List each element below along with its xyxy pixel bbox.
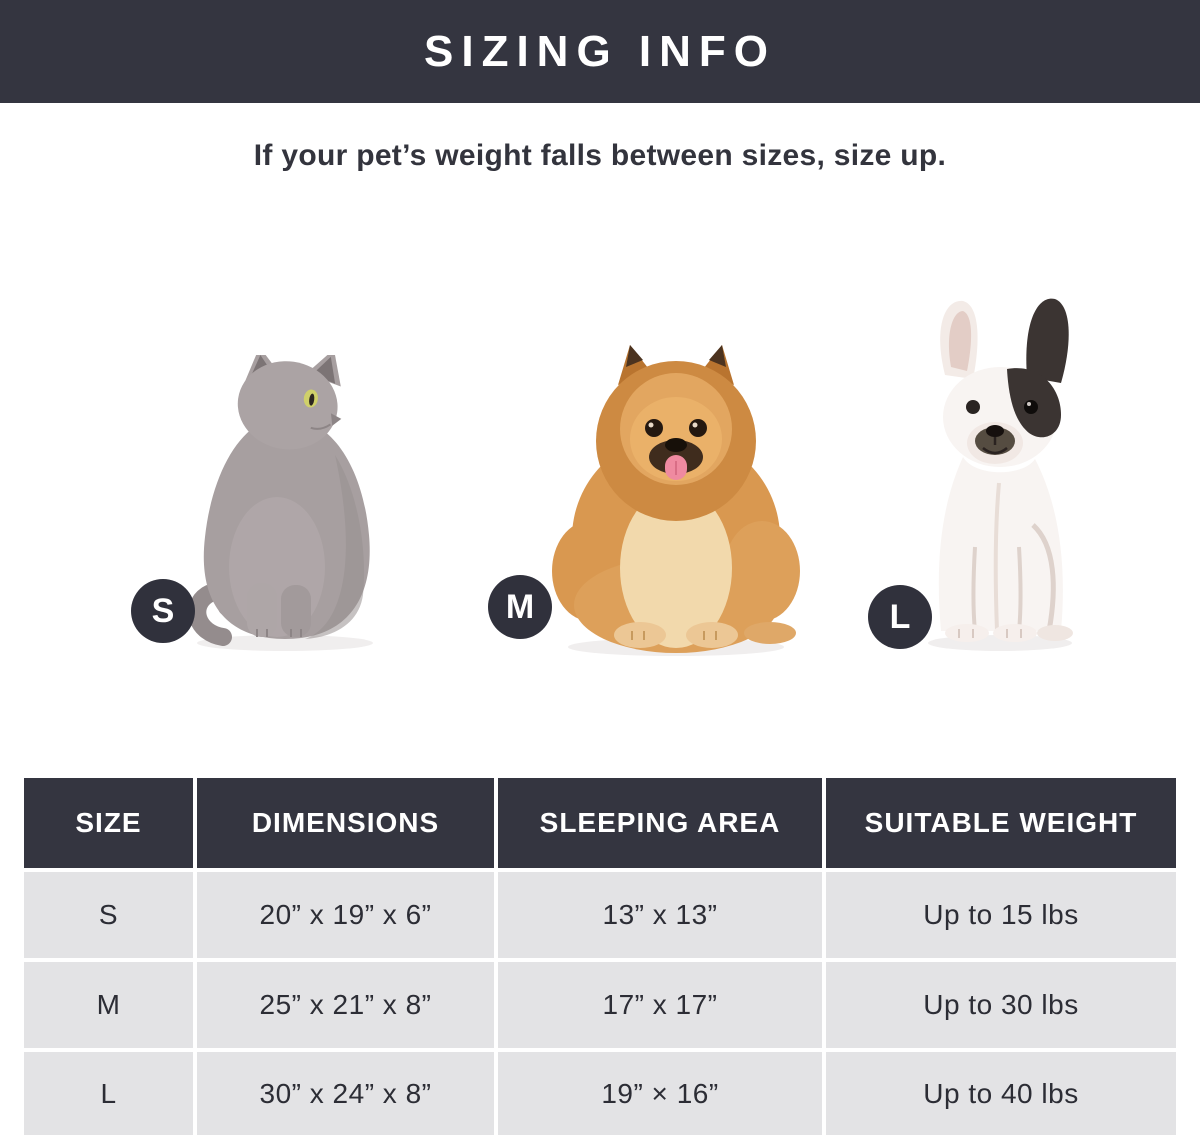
pomeranian-illustration — [552, 345, 800, 656]
cell-l-sleeping-area: 19” × 16” — [498, 1052, 822, 1135]
cell-s-size: S — [24, 872, 193, 958]
column-header-size: SIZE — [24, 778, 193, 868]
column-header-sleeping-area: SLEEPING AREA — [498, 778, 822, 868]
cat-image — [185, 355, 380, 653]
column-header-dimensions: DIMENSIONS — [197, 778, 494, 868]
cell-m-suitable-weight: Up to 30 lbs — [826, 962, 1176, 1048]
sizing-subtitle: If your pet’s weight falls between sizes… — [253, 139, 947, 172]
cell-s-sleeping-area: 13” x 13” — [498, 872, 822, 958]
cell-m-size: M — [24, 962, 193, 1048]
page-title: SIZING INFO — [424, 26, 776, 76]
cell-l-suitable-weight: Up to 40 lbs — [826, 1052, 1176, 1135]
size-table: SIZE DIMENSIONS SLEEPING AREA SUITABLE W… — [24, 778, 1176, 1135]
pomeranian-image — [548, 333, 803, 658]
size-badge-l: L — [868, 585, 932, 649]
size-badge-s: S — [131, 579, 195, 643]
cell-s-dimensions: 20” x 19” x 6” — [197, 872, 494, 958]
bulldog-image — [915, 295, 1085, 655]
cell-m-sleeping-area: 17” x 17” — [498, 962, 822, 1048]
column-header-suitable-weight: SUITABLE WEIGHT — [826, 778, 1176, 868]
cell-l-dimensions: 30” x 24” x 8” — [197, 1052, 494, 1135]
bulldog-illustration — [928, 298, 1073, 651]
cell-s-suitable-weight: Up to 15 lbs — [826, 872, 1176, 958]
header-bar: SIZING INFO — [0, 0, 1200, 103]
size-badge-m: M — [488, 575, 552, 639]
hero-section: If your pet’s weight falls between sizes… — [0, 103, 1200, 778]
cell-l-size: L — [24, 1052, 193, 1135]
cell-m-dimensions: 25” x 21” x 8” — [197, 962, 494, 1048]
cat-illustration — [188, 355, 373, 651]
